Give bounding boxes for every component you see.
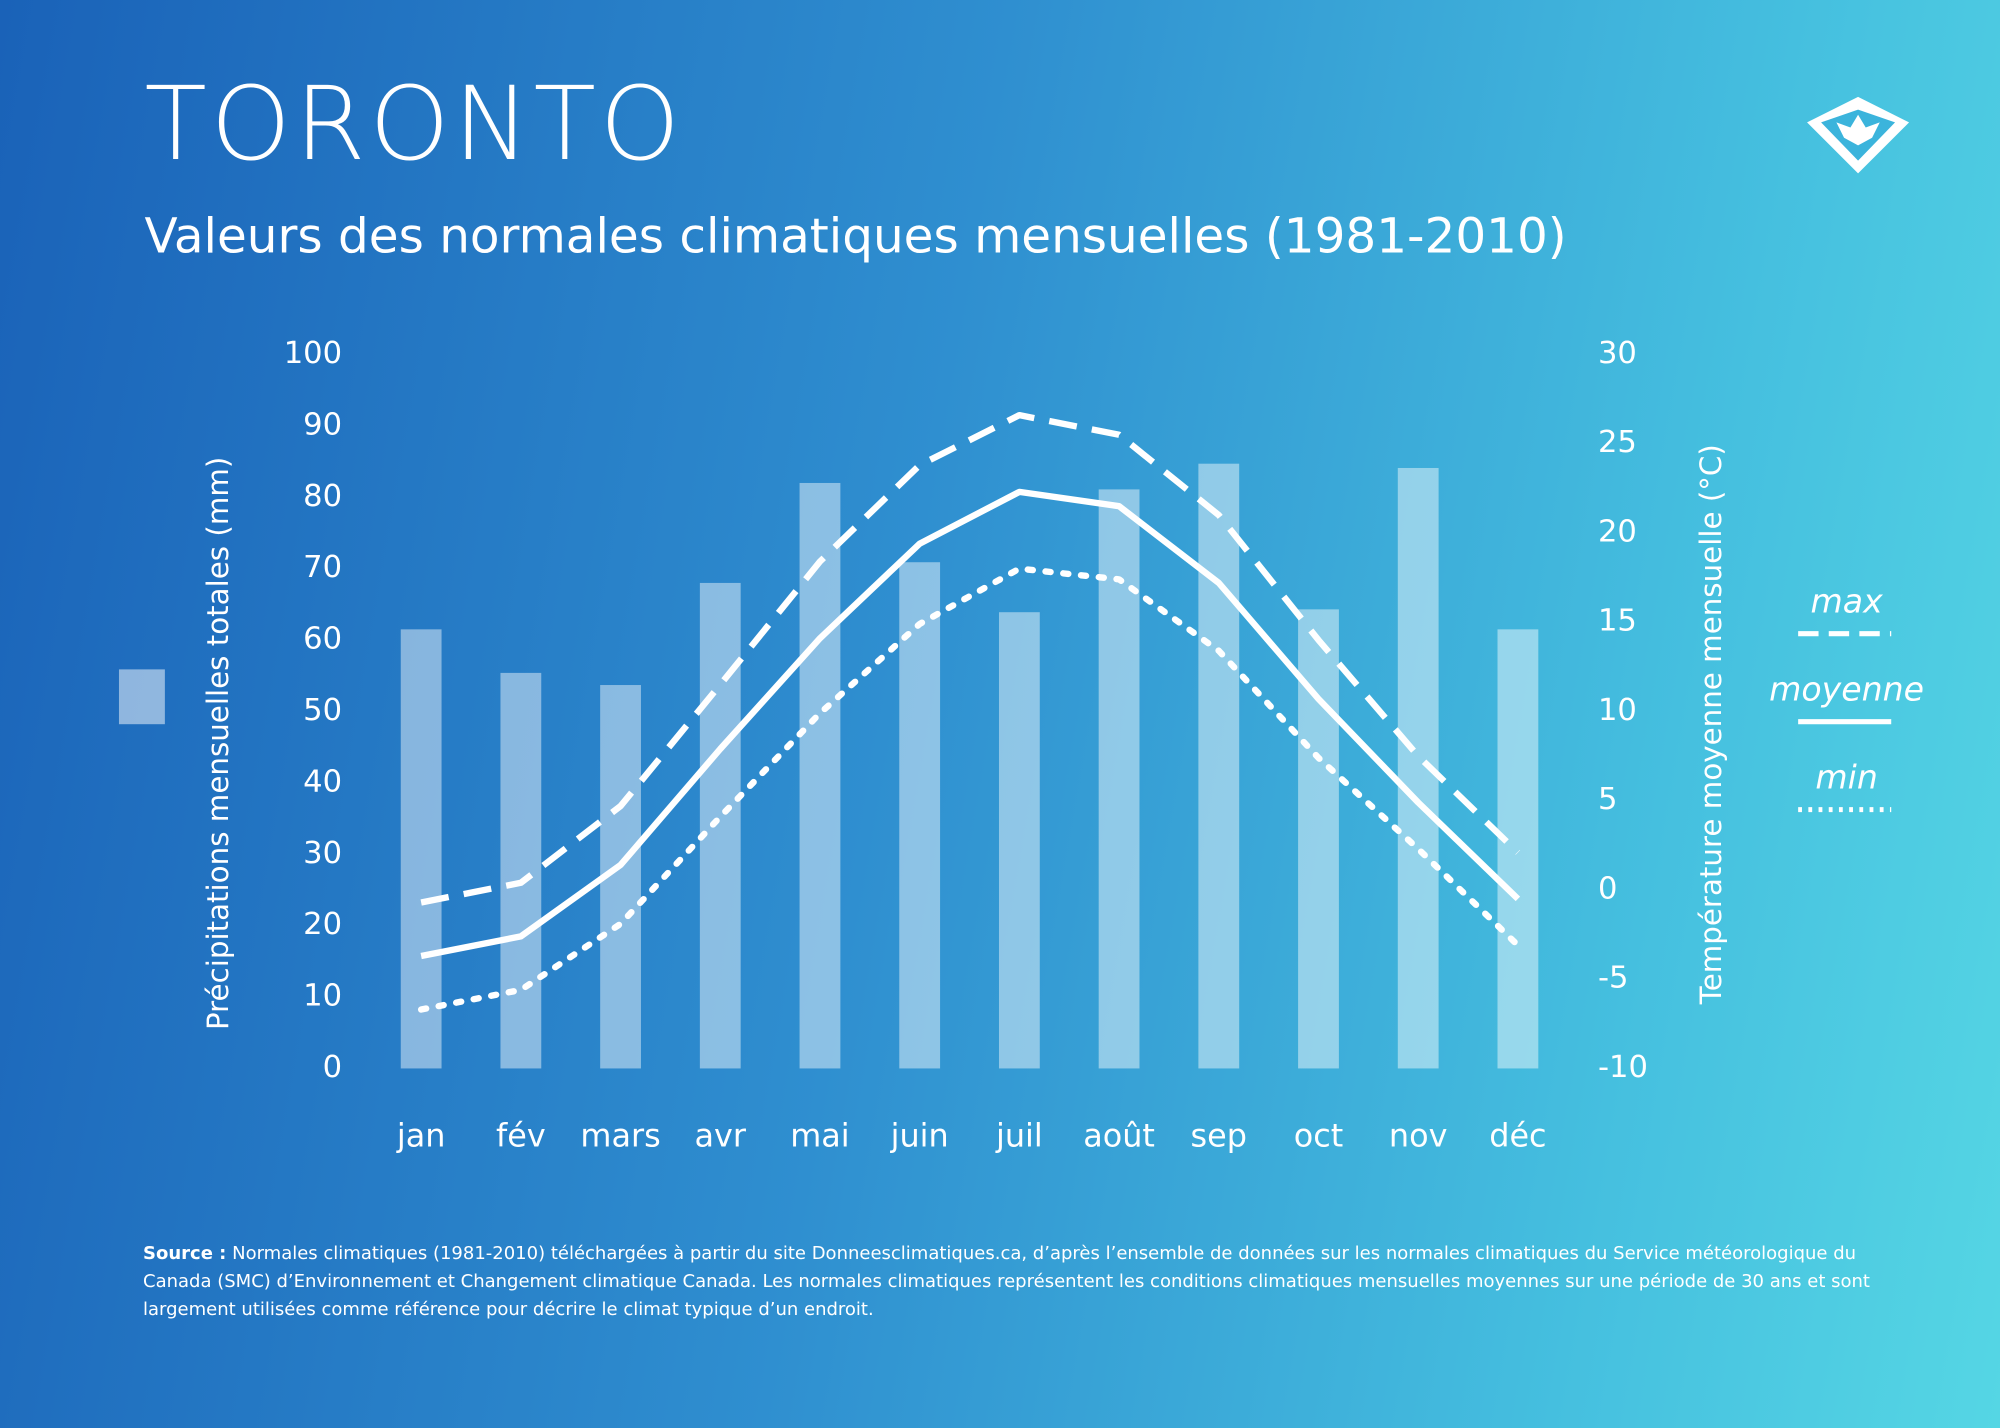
legend-label: max <box>1811 582 1884 621</box>
x-tick-label: oct <box>1294 1116 1344 1154</box>
y-tick-label: 100 <box>284 336 342 371</box>
bar <box>899 562 941 1069</box>
footnote-label: Source : <box>143 1243 227 1264</box>
y-tick-label: 50 <box>303 693 342 728</box>
x-tick-label: jan <box>396 1116 446 1154</box>
bar <box>1198 463 1240 1069</box>
y2-tick-label: 30 <box>1598 336 1637 371</box>
x-tick-label: mars <box>580 1116 660 1154</box>
y2-tick-label: 25 <box>1598 425 1637 460</box>
x-tick-label: sep <box>1191 1116 1247 1154</box>
y-tick-label: 80 <box>303 479 342 514</box>
legend-label: moyenne <box>1769 670 1924 709</box>
y-tick-label: 90 <box>303 407 342 442</box>
y-tick-label: 60 <box>303 622 342 657</box>
x-tick-label: déc <box>1489 1116 1546 1154</box>
line-dotted <box>417 565 1522 1013</box>
footnote-text: Normales climatiques (1981-2010) télécha… <box>143 1243 1870 1320</box>
y-tick-label: 0 <box>323 1050 342 1085</box>
y2-tick-label: 0 <box>1598 871 1617 906</box>
footnote: Source : Normales climatiques (1981-2010… <box>143 1240 1883 1324</box>
y-tick-label: 30 <box>303 836 342 871</box>
bar <box>400 629 442 1069</box>
x-tick-label: juin <box>890 1116 949 1154</box>
chart-subtitle: Valeurs des normales climatiques mensuel… <box>144 209 1566 265</box>
x-tick-label: mai <box>790 1116 849 1154</box>
line-solid <box>420 488 1521 960</box>
y-tick-label: 10 <box>303 979 342 1014</box>
legend-bar-swatch <box>118 669 165 725</box>
y2-tick-label: 15 <box>1598 604 1637 639</box>
logo <box>1807 96 1910 174</box>
y-tick-label: 40 <box>303 764 342 799</box>
y2-tick-label: -10 <box>1598 1050 1648 1085</box>
bar <box>1497 629 1539 1069</box>
x-tick-label: août <box>1083 1116 1155 1154</box>
y-axis-title: Précipitations mensuelles totales (mm) <box>201 457 235 1030</box>
x-tick-label: avr <box>695 1116 747 1154</box>
x-tick-label: fév <box>496 1116 546 1154</box>
chart-title: TORONTO <box>144 65 683 184</box>
y2-axis-title: Température moyenne mensuelle (°C) <box>1694 444 1728 1005</box>
bar <box>699 582 741 1069</box>
line-dashed <box>420 411 1521 906</box>
bar <box>998 612 1040 1069</box>
logo-leaf <box>1836 114 1880 146</box>
bar <box>799 482 841 1069</box>
y2-tick-label: 20 <box>1598 514 1637 549</box>
y-tick-label: 70 <box>303 550 342 585</box>
y2-tick-label: 5 <box>1598 782 1617 817</box>
y2-tick-label: 10 <box>1598 693 1637 728</box>
legend-label: min <box>1815 758 1877 797</box>
x-tick-label: juil <box>995 1116 1043 1154</box>
x-tick-label: nov <box>1389 1116 1448 1154</box>
y2-tick-label: -5 <box>1598 961 1629 996</box>
y-tick-label: 20 <box>303 907 342 942</box>
bar <box>500 672 542 1069</box>
